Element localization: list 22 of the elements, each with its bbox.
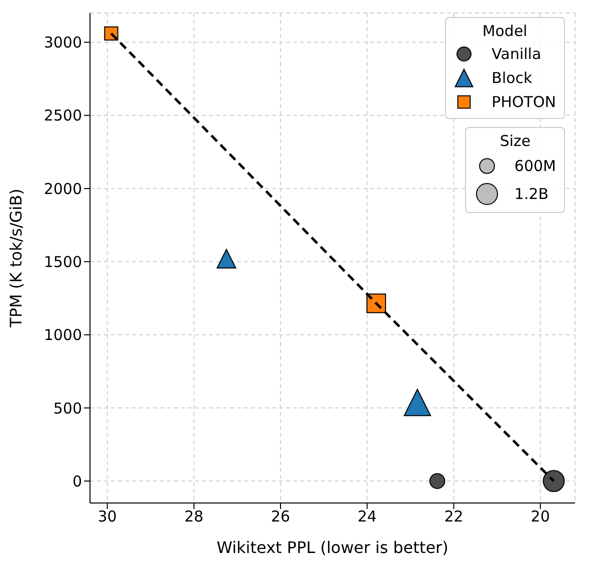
- legend-label: Vanilla: [492, 45, 542, 63]
- x-tick-label: 20: [530, 508, 550, 526]
- y-tick-label: 500: [53, 399, 82, 418]
- y-tick-label: 1500: [44, 252, 82, 271]
- x-tick-label: 24: [358, 508, 377, 526]
- y-tick-label: 2500: [44, 106, 82, 125]
- x-axis-title: Wikitext PPL (lower is better): [216, 538, 448, 557]
- y-tick-label: 0: [72, 472, 82, 490]
- legend-label: PHOTON: [492, 93, 556, 111]
- legend-title: Model: [481, 22, 528, 40]
- y-tick-label: 1000: [44, 326, 82, 344]
- x-tick-label: 30: [98, 508, 117, 526]
- y-axis-title: TPM (K tok/s/GiB): [6, 188, 26, 328]
- legend-label: 1.2B: [514, 185, 549, 203]
- legend-label: Block: [492, 69, 532, 87]
- annotation: Size: [498, 132, 532, 150]
- x-tick-label: 26: [270, 508, 290, 526]
- x-tick-label: 28: [184, 508, 204, 526]
- y-tick-label: 3000: [44, 34, 82, 52]
- legend-label: 600M: [514, 157, 556, 175]
- x-tick-label: 22: [444, 508, 464, 526]
- y-tick-label: 2000: [44, 180, 82, 198]
